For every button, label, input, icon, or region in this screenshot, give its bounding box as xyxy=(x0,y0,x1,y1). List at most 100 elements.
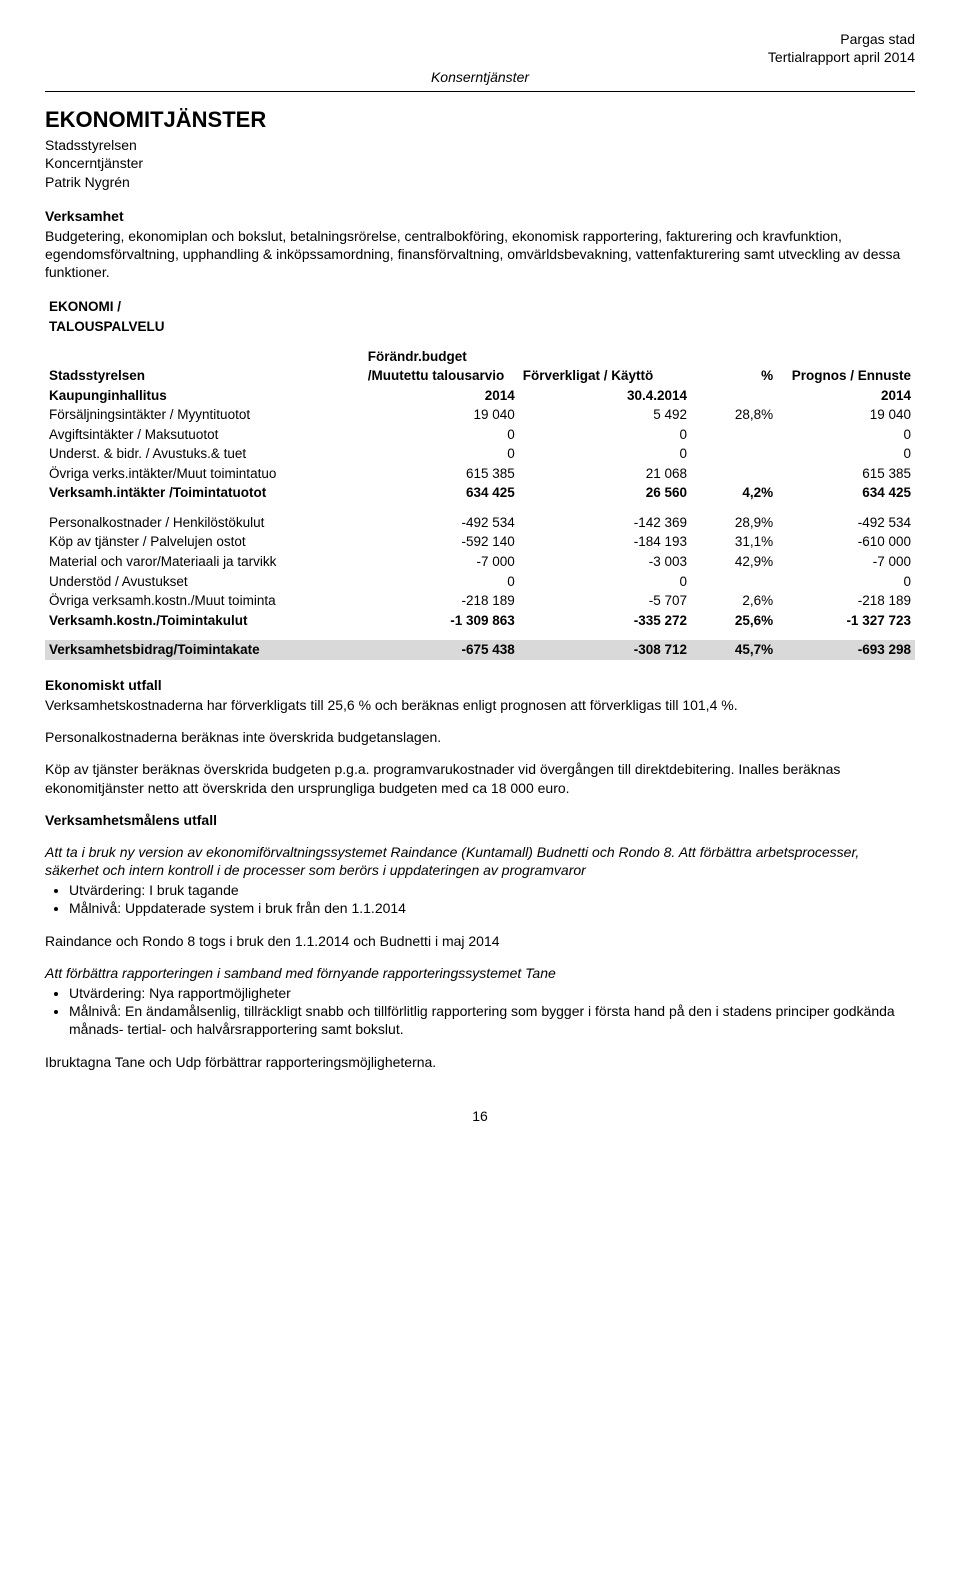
cell-prog: 19 040 xyxy=(777,405,915,425)
cell-budget: 0 xyxy=(364,444,519,464)
cell-budget: -1 309 863 xyxy=(364,611,519,631)
header-rule xyxy=(45,91,915,92)
cell-budget: -592 140 xyxy=(364,532,519,552)
cell-budget: 0 xyxy=(364,572,519,592)
cell-label: Köp av tjänster / Palvelujen ostot xyxy=(45,532,364,552)
goal2-intro: Att förbättra rapporteringen i samband m… xyxy=(45,964,915,982)
hdr-budget-b: /Muutettu talousarvio xyxy=(364,366,519,386)
cell-pct: 2,6% xyxy=(691,591,777,611)
cell-label: Övriga verks.intäkter/Muut toimintatuo xyxy=(45,464,364,484)
cell-pct: 28,9% xyxy=(691,513,777,533)
cell-forv: -5 707 xyxy=(519,591,691,611)
cell-pct: 31,1% xyxy=(691,532,777,552)
cell-forv: -184 193 xyxy=(519,532,691,552)
cell-label: Personalkostnader / Henkilöstökulut xyxy=(45,513,364,533)
hdr-budget-c: 2014 xyxy=(364,386,519,406)
table-row: Verksamh.kostn./Toimintakulut-1 309 863-… xyxy=(45,611,915,631)
footer-forv: -308 712 xyxy=(519,640,691,660)
cell-label: Understöd / Avustukset xyxy=(45,572,364,592)
cell-budget: 0 xyxy=(364,425,519,445)
cell-prog: 0 xyxy=(777,444,915,464)
cell-budget: -492 534 xyxy=(364,513,519,533)
hdr-forv-b: 30.4.2014 xyxy=(519,386,691,406)
cell-forv: -142 369 xyxy=(519,513,691,533)
cell-forv: 21 068 xyxy=(519,464,691,484)
table-row: Verksamh.intäkter /Toimintatuotot634 425… xyxy=(45,483,915,503)
cell-prog: -1 327 723 xyxy=(777,611,915,631)
goal1-b2: Målnivå: Uppdaterade system i bruk från … xyxy=(69,899,915,917)
cell-prog: 0 xyxy=(777,425,915,445)
page-title: EKONOMITJÄNSTER xyxy=(45,106,915,135)
cell-forv: 0 xyxy=(519,572,691,592)
cell-budget: 19 040 xyxy=(364,405,519,425)
cell-prog: -7 000 xyxy=(777,552,915,572)
cell-pct: 25,6% xyxy=(691,611,777,631)
cell-pct xyxy=(691,425,777,445)
cell-pct: 4,2% xyxy=(691,483,777,503)
cell-forv: 0 xyxy=(519,425,691,445)
cell-budget: 634 425 xyxy=(364,483,519,503)
cell-prog: -218 189 xyxy=(777,591,915,611)
table-top1: EKONOMI / xyxy=(45,297,364,317)
footer-label: Verksamhetsbidrag/Toimintakate xyxy=(45,640,364,660)
ekonomiskt-p2: Personalkostnaderna beräknas inte översk… xyxy=(45,728,915,746)
page-number: 16 xyxy=(45,1107,915,1125)
subtitle-3: Patrik Nygrén xyxy=(45,173,915,191)
hdr-prog-b: 2014 xyxy=(777,386,915,406)
table-row: Övriga verksamh.kostn./Muut toiminta-218… xyxy=(45,591,915,611)
table-row: Övriga verks.intäkter/Muut toimintatuo 61… xyxy=(45,464,915,484)
ekonomiskt-p1: Verksamhetskostnaderna har förverkligats… xyxy=(45,696,915,714)
verksamhet-body: Budgetering, ekonomiplan och bokslut, be… xyxy=(45,227,915,282)
cell-label: Material och varor/Materiaali ja tarvikk xyxy=(45,552,364,572)
verksamhet-heading: Verksamhet xyxy=(45,207,915,225)
cell-forv: 0 xyxy=(519,444,691,464)
footer-pct: 45,7% xyxy=(691,640,777,660)
hdr-budget-a: Förändr.budget xyxy=(364,347,519,367)
goal1-list: Utvärdering: I bruk tagande Målnivå: Upp… xyxy=(69,881,915,917)
cell-pct xyxy=(691,464,777,484)
cell-prog: 0 xyxy=(777,572,915,592)
hdr-col1a: Stadsstyrelsen xyxy=(45,366,364,386)
cell-label: Övriga verksamh.kostn./Muut toiminta xyxy=(45,591,364,611)
table-row: Material och varor/Materiaali ja tarvikk… xyxy=(45,552,915,572)
hdr-prog-a: Prognos / Ennuste xyxy=(777,366,915,386)
subtitle-1: Stadsstyrelsen xyxy=(45,136,915,154)
goal1-intro: Att ta i bruk ny version av ekonomiförva… xyxy=(45,843,915,879)
table-row: Understöd / Avustukset000 xyxy=(45,572,915,592)
cell-forv: -335 272 xyxy=(519,611,691,631)
table-row: Avgiftsintäkter / Maksutuotot000 xyxy=(45,425,915,445)
cell-prog: -610 000 xyxy=(777,532,915,552)
cell-pct xyxy=(691,444,777,464)
table-row: Underst. & bidr. / Avustuks.& tuet000 xyxy=(45,444,915,464)
ekonomiskt-heading: Ekonomiskt utfall xyxy=(45,676,915,694)
table-top2: TALOUSPALVELU xyxy=(45,317,364,337)
subtitle-2: Koncerntjänster xyxy=(45,154,915,172)
table-row: Försäljningsintäkter / Myyntituotot19 04… xyxy=(45,405,915,425)
cell-forv: 5 492 xyxy=(519,405,691,425)
cell-label: Verksamh.intäkter /Toimintatuotot xyxy=(45,483,364,503)
header-report: Tertialrapport april 2014 xyxy=(45,48,915,66)
header-org: Pargas stad xyxy=(45,30,915,48)
malen-heading: Verksamhetsmålens utfall xyxy=(45,811,915,829)
cell-forv: 26 560 xyxy=(519,483,691,503)
cell-pct xyxy=(691,572,777,592)
cell-prog: -492 534 xyxy=(777,513,915,533)
footer-budget: -675 438 xyxy=(364,640,519,660)
table-row: Köp av tjänster / Palvelujen ostot-592 1… xyxy=(45,532,915,552)
cell-label: Underst. & bidr. / Avustuks.& tuet xyxy=(45,444,364,464)
cell-prog: 634 425 xyxy=(777,483,915,503)
cell-budget: -7 000 xyxy=(364,552,519,572)
cell-label: Verksamh.kostn./Toimintakulut xyxy=(45,611,364,631)
header-center: Konserntjänster xyxy=(45,68,915,86)
cell-forv: -3 003 xyxy=(519,552,691,572)
cell-label: Försäljningsintäkter / Myyntituotot xyxy=(45,405,364,425)
goal2-list: Utvärdering: Nya rapportmöjligheter Måln… xyxy=(69,984,915,1039)
table-row: Personalkostnader / Henkilöstökulut-492 … xyxy=(45,513,915,533)
cell-prog: 615 385 xyxy=(777,464,915,484)
cell-budget: -218 189 xyxy=(364,591,519,611)
cell-pct: 28,8% xyxy=(691,405,777,425)
economy-table: EKONOMI / TALOUSPALVELU Förändr.budget S… xyxy=(45,297,915,659)
cell-pct: 42,9% xyxy=(691,552,777,572)
ekonomiskt-p3: Köp av tjänster beräknas överskrida budg… xyxy=(45,760,915,796)
cell-label: Avgiftsintäkter / Maksutuotot xyxy=(45,425,364,445)
